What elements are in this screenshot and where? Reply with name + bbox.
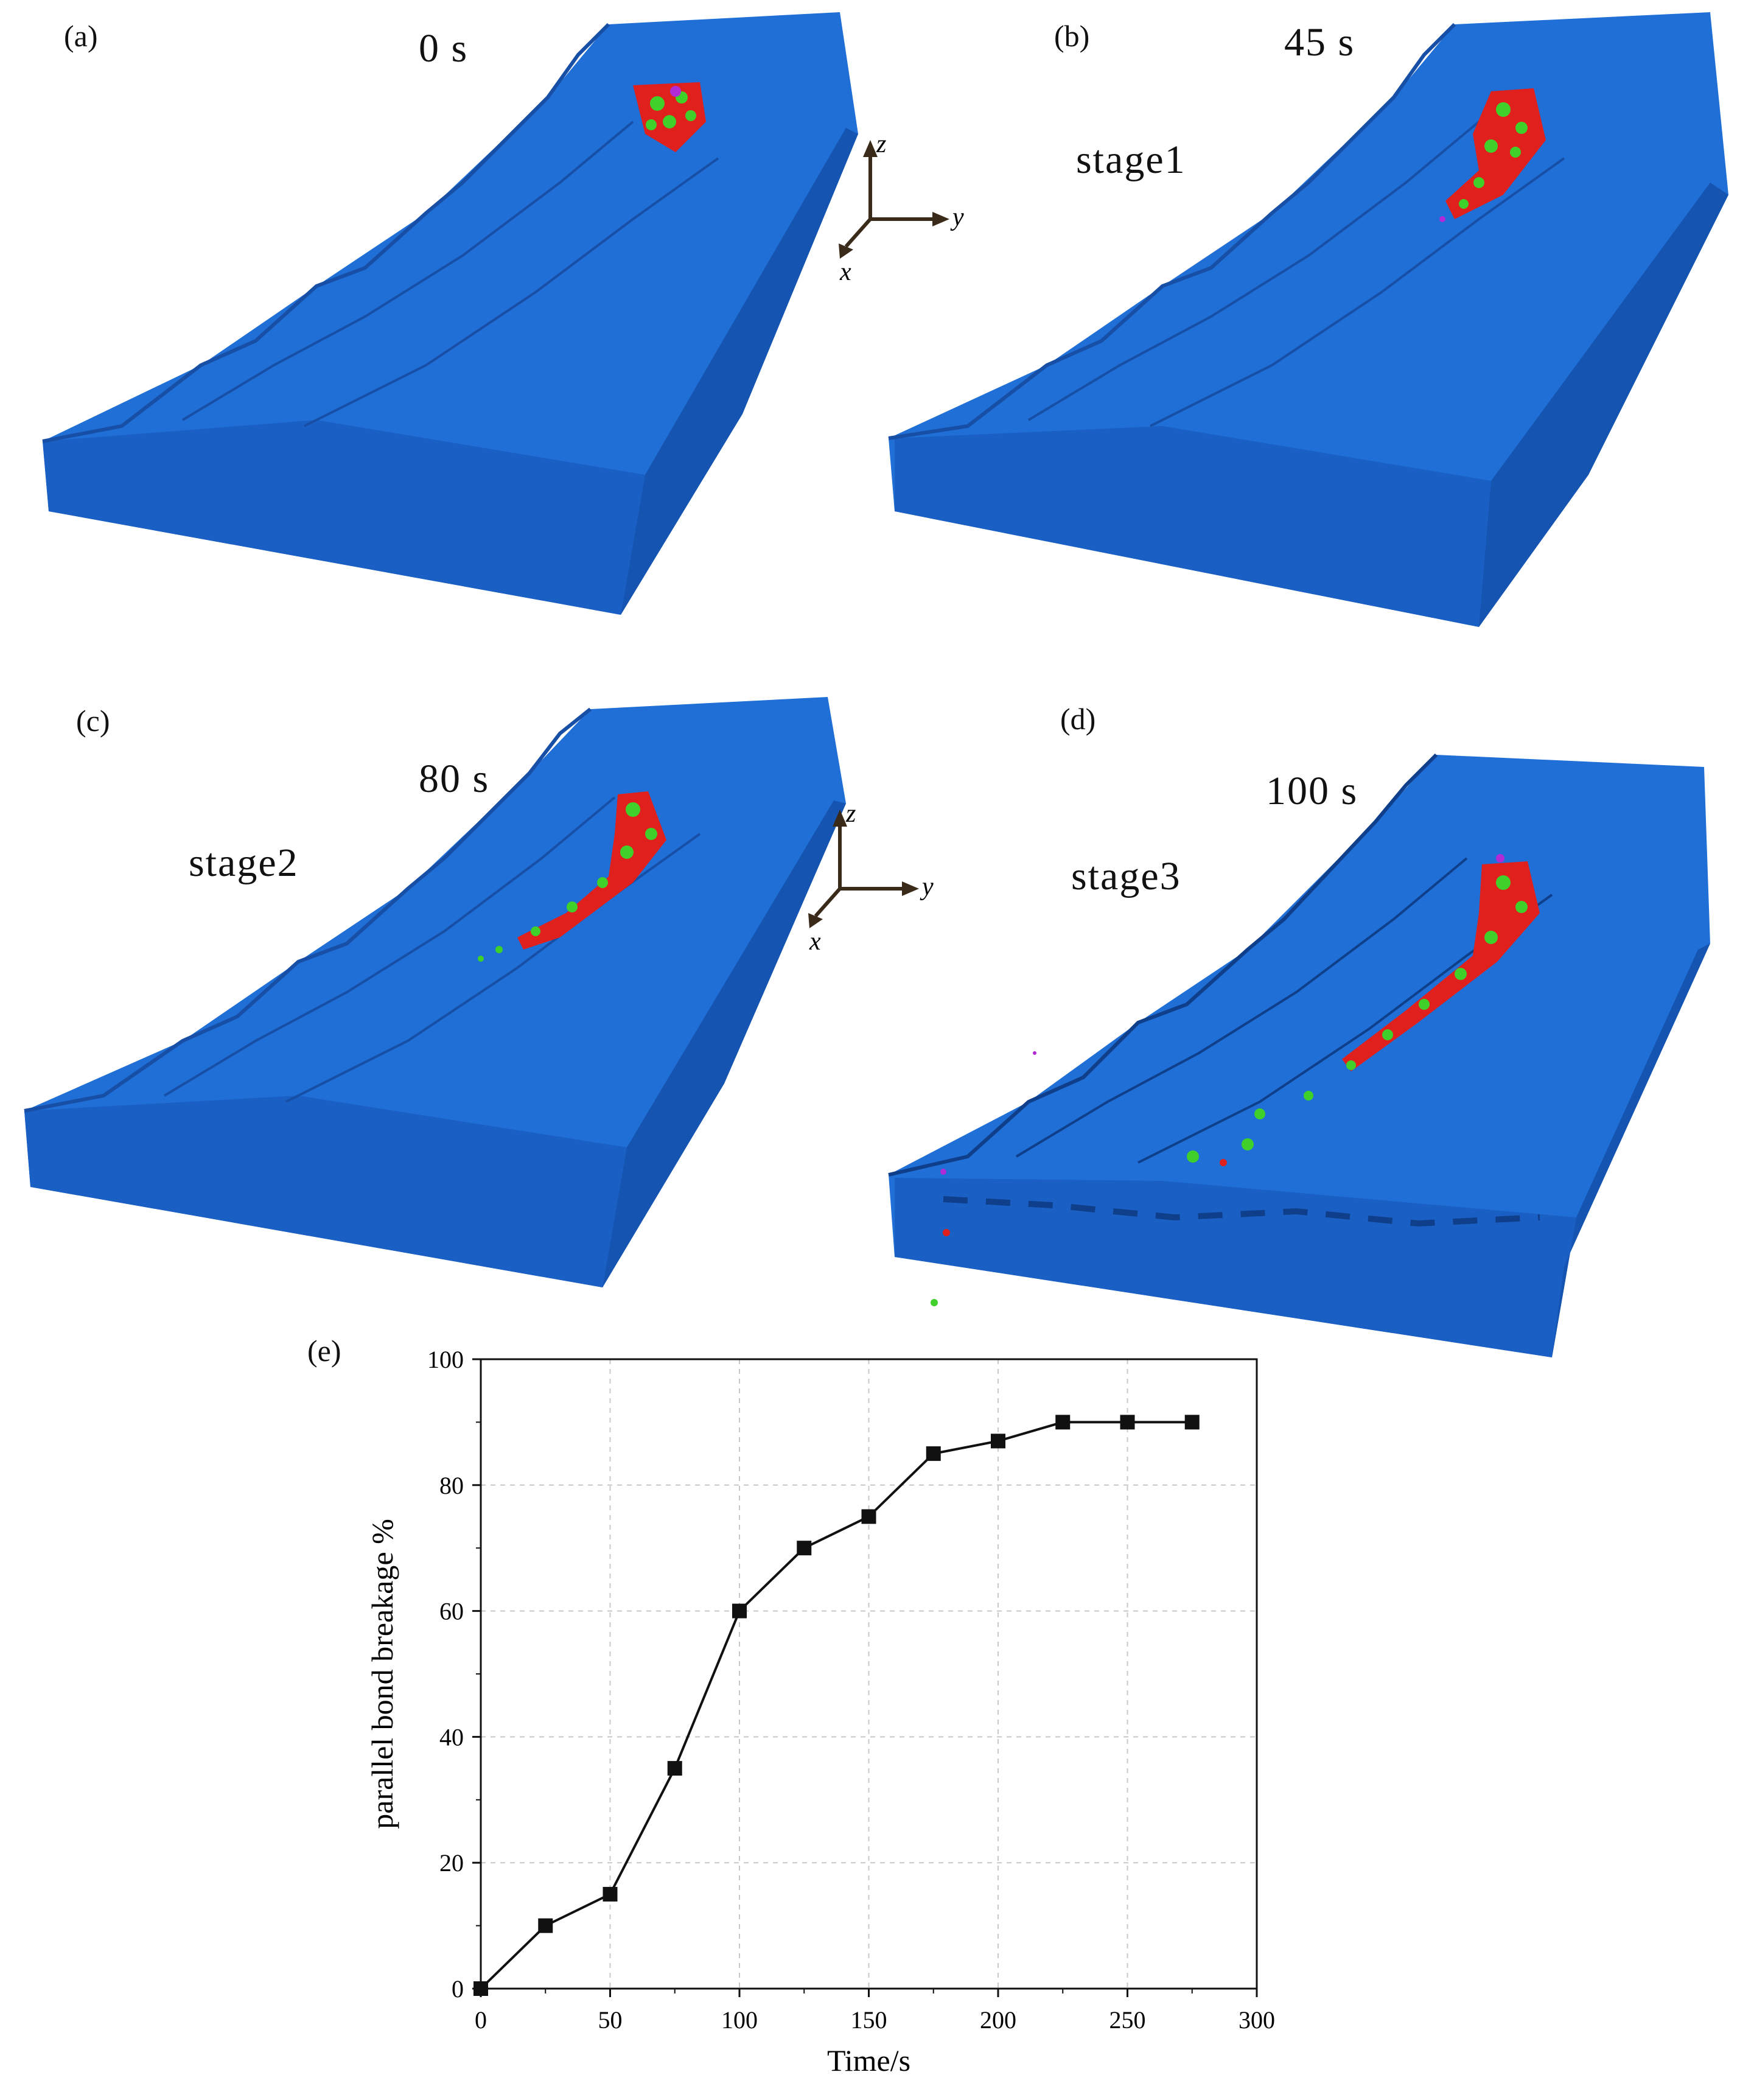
panel-a: (a) 0 s z y x bbox=[0, 0, 964, 627]
x-tick-label: 250 bbox=[1109, 2006, 1146, 2034]
terrain-model-d bbox=[888, 753, 1710, 1357]
panel-label: (b) bbox=[1054, 19, 1090, 53]
coordinate-axes: z y x bbox=[839, 130, 964, 286]
stage-label: stage3 bbox=[1071, 854, 1181, 898]
x-tick-label: 200 bbox=[980, 2006, 1016, 2034]
stage-label: stage2 bbox=[189, 841, 299, 885]
panel-label: (d) bbox=[1060, 702, 1096, 736]
stage-label: stage1 bbox=[1076, 138, 1186, 182]
y-tick-label: 80 bbox=[439, 1472, 464, 1499]
axis-ticks: 0 50 100 150 200 250 300 0 20 40 60 80 100 bbox=[427, 1346, 1275, 2034]
data-point bbox=[926, 1446, 941, 1461]
data-point bbox=[861, 1509, 876, 1524]
particle-cluster-d bbox=[931, 854, 1528, 1306]
x-tick-label: 0 bbox=[475, 2006, 487, 2034]
y-axis-letter: y bbox=[920, 873, 934, 901]
series-line bbox=[480, 1421, 1192, 1990]
z-axis-letter: z bbox=[845, 800, 856, 828]
terrain-model-b bbox=[888, 12, 1728, 627]
data-point bbox=[538, 1918, 553, 1933]
terrain-model-c bbox=[24, 697, 846, 1287]
y-tick-label: 60 bbox=[439, 1598, 464, 1625]
chart-panel-label: (e) bbox=[307, 1334, 341, 1368]
data-point bbox=[797, 1541, 812, 1556]
y-tick-label: 0 bbox=[452, 1975, 464, 2003]
panel-b: (b) 45 s stage1 bbox=[870, 0, 1740, 627]
z-axis-letter: z bbox=[876, 130, 886, 158]
y-axis-letter: y bbox=[950, 203, 964, 231]
x-tick-label: 100 bbox=[721, 2006, 758, 2034]
panel-label: (a) bbox=[64, 19, 98, 53]
coordinate-axes: z y x bbox=[808, 800, 934, 956]
data-point bbox=[603, 1886, 618, 1902]
panel-d: (d) 100 s stage3 bbox=[870, 682, 1740, 1370]
y-tick-label: 40 bbox=[439, 1723, 464, 1751]
time-label: 100 s bbox=[1266, 769, 1358, 813]
data-point bbox=[732, 1603, 747, 1619]
data-point bbox=[1055, 1415, 1071, 1430]
data-point bbox=[991, 1433, 1005, 1449]
x-axis-letter: x bbox=[839, 258, 851, 286]
time-label: 80 s bbox=[419, 757, 490, 801]
series-markers bbox=[473, 1415, 1200, 1996]
time-label: 0 s bbox=[419, 26, 469, 71]
particle-cluster-b bbox=[1439, 102, 1528, 222]
y-tick-label: 20 bbox=[439, 1849, 464, 1877]
x-tick-label: 300 bbox=[1239, 2006, 1275, 2034]
x-tick-label: 50 bbox=[598, 2006, 623, 2034]
x-axis-label: Time/s bbox=[827, 2043, 910, 2077]
grid-lines bbox=[481, 1359, 1257, 1989]
terrain-model-a bbox=[42, 12, 858, 615]
y-axis-label: parallel bond breakage % bbox=[365, 1519, 399, 1829]
data-point bbox=[667, 1761, 682, 1776]
data-point bbox=[1120, 1415, 1135, 1430]
time-label: 45 s bbox=[1284, 20, 1355, 65]
x-axis-letter: x bbox=[809, 928, 821, 956]
particle-cluster-c bbox=[478, 802, 657, 962]
x-tick-label: 150 bbox=[851, 2006, 887, 2034]
particle-cluster-a bbox=[646, 86, 696, 130]
data-point bbox=[473, 1981, 488, 1996]
y-tick-label: 100 bbox=[427, 1346, 464, 1373]
panel-label: (c) bbox=[76, 704, 110, 738]
data-point bbox=[1184, 1415, 1200, 1430]
panel-c: (c) 80 s stage2 z y x bbox=[0, 682, 934, 1309]
